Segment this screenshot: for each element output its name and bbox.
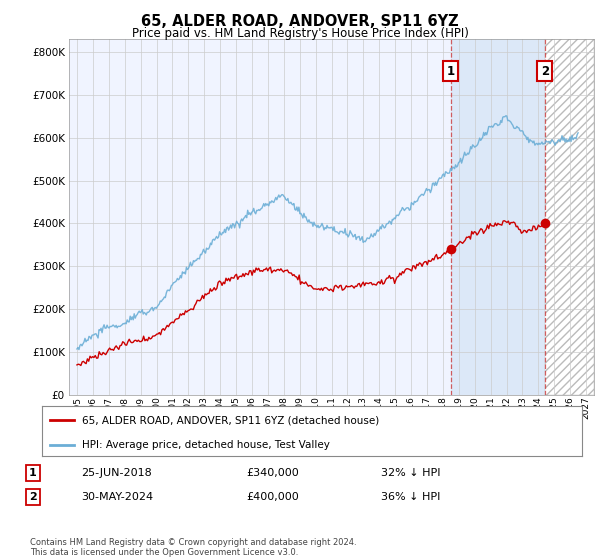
Text: Contains HM Land Registry data © Crown copyright and database right 2024.
This d: Contains HM Land Registry data © Crown c… — [30, 538, 356, 557]
Text: 1: 1 — [29, 468, 37, 478]
Text: 25-JUN-2018: 25-JUN-2018 — [81, 468, 152, 478]
Bar — [545, 39, 594, 395]
Text: Price paid vs. HM Land Registry's House Price Index (HPI): Price paid vs. HM Land Registry's House … — [131, 27, 469, 40]
Text: 65, ALDER ROAD, ANDOVER, SP11 6YZ: 65, ALDER ROAD, ANDOVER, SP11 6YZ — [141, 14, 459, 29]
Text: £340,000: £340,000 — [246, 468, 299, 478]
Text: £400,000: £400,000 — [246, 492, 299, 502]
Text: HPI: Average price, detached house, Test Valley: HPI: Average price, detached house, Test… — [83, 440, 331, 450]
Text: 32% ↓ HPI: 32% ↓ HPI — [381, 468, 440, 478]
Bar — [451, 39, 545, 395]
Text: 2: 2 — [541, 65, 549, 78]
Text: 36% ↓ HPI: 36% ↓ HPI — [381, 492, 440, 502]
Text: 2: 2 — [29, 492, 37, 502]
Text: 65, ALDER ROAD, ANDOVER, SP11 6YZ (detached house): 65, ALDER ROAD, ANDOVER, SP11 6YZ (detac… — [83, 415, 380, 425]
Text: 1: 1 — [446, 65, 455, 78]
Text: 30-MAY-2024: 30-MAY-2024 — [81, 492, 153, 502]
